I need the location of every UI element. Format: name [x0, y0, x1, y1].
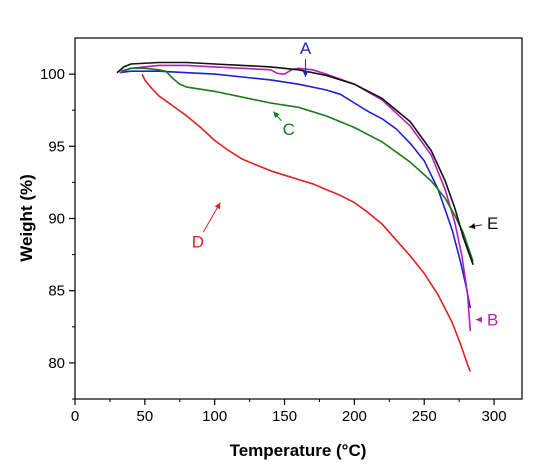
- x-tick-label: 0: [71, 408, 79, 425]
- x-tick-label: 50: [137, 408, 154, 425]
- x-tick-label: 100: [202, 408, 227, 425]
- y-axis-title: Weight (%): [17, 174, 36, 262]
- y-tick-label: 100: [40, 66, 65, 83]
- y-tick-label: 90: [48, 211, 65, 228]
- x-tick-label: 250: [412, 408, 437, 425]
- series-line-d: [141, 73, 472, 372]
- x-tick-label: 150: [272, 408, 297, 425]
- x-tick-label: 200: [342, 408, 367, 425]
- annotation-label-c: C: [283, 120, 295, 139]
- annotation-arrowhead-b: [475, 316, 482, 323]
- y-axis: 80 85 90 95 100: [40, 66, 75, 400]
- y-tick-label: 85: [48, 283, 65, 300]
- annotation-label-e: E: [487, 214, 498, 233]
- annotation-layer: A B C D E: [192, 39, 499, 329]
- series-line-c: [120, 67, 474, 263]
- annotation-arrowhead-c: [273, 111, 280, 119]
- annotation-arrowhead-d: [214, 202, 221, 210]
- series-line-e: [116, 61, 474, 265]
- plot-frame: [74, 37, 523, 400]
- annotation-label-d: D: [192, 233, 204, 252]
- y-tick-label: 80: [48, 355, 65, 372]
- x-tick-label: 300: [482, 408, 507, 425]
- annotation-label-a: A: [300, 39, 312, 58]
- annotation-arrowhead-e: [468, 223, 476, 229]
- series-layer: [116, 61, 474, 372]
- x-axis-title: Temperature (°C): [230, 441, 367, 460]
- annotation-arrowhead-a: [302, 71, 309, 77]
- x-axis: 0 50 100 150 200 250 300: [71, 399, 507, 425]
- annotation-label-b: B: [487, 311, 498, 330]
- y-tick-label: 95: [48, 138, 65, 155]
- series-line-a: [119, 70, 472, 309]
